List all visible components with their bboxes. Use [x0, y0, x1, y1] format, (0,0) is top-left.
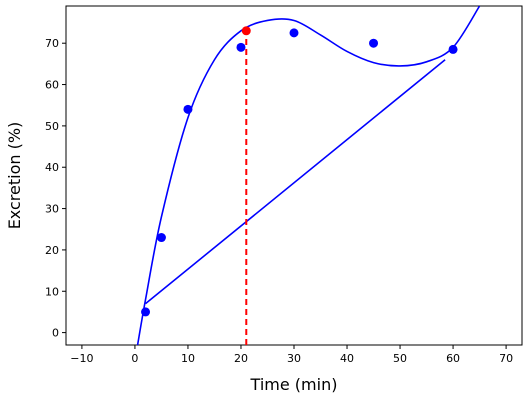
- x-tick-label: 40: [340, 352, 354, 365]
- y-axis-label: Excretion (%): [5, 122, 24, 230]
- data-point: [369, 38, 379, 48]
- y-tick-label: 0: [52, 327, 59, 340]
- data-point: [289, 28, 299, 38]
- x-tick-label: 60: [446, 352, 460, 365]
- x-tick-label: 10: [181, 352, 195, 365]
- plot-frame: [65, 5, 523, 346]
- x-tick-label: 70: [499, 352, 513, 365]
- y-tick-label: 10: [45, 285, 59, 298]
- x-tick-label: 0: [131, 352, 138, 365]
- tangent-line: [145, 59, 446, 305]
- x-tick-label: 30: [287, 352, 301, 365]
- y-tick-label: 20: [45, 244, 59, 257]
- fitted-curve: [136, 6, 481, 345]
- data-point: [448, 44, 458, 54]
- plot-area: −10 0 10 20 30 40 50 60 70 0 10 20 30 40 50 60 70: [45, 5, 523, 365]
- data-point: [236, 42, 246, 52]
- data-point: [141, 307, 151, 317]
- x-tick-label: 20: [234, 352, 248, 365]
- x-axis-label: Time (min): [250, 375, 338, 394]
- y-tick-label: 50: [45, 120, 59, 133]
- data-point: [156, 233, 166, 243]
- y-tick-label: 60: [45, 79, 59, 92]
- highlight-point: [241, 26, 251, 36]
- x-tick-label: −10: [70, 352, 93, 365]
- y-axis-ticks: 0 10 20 30 40 50 60 70: [45, 37, 66, 340]
- data-point: [183, 104, 193, 114]
- y-tick-label: 70: [45, 37, 59, 50]
- y-tick-label: 40: [45, 161, 59, 174]
- chart-series: [136, 6, 481, 345]
- y-tick-label: 30: [45, 203, 59, 216]
- x-axis-ticks: −10 0 10 20 30 40 50 60 70: [70, 345, 513, 365]
- x-tick-label: 50: [393, 352, 407, 365]
